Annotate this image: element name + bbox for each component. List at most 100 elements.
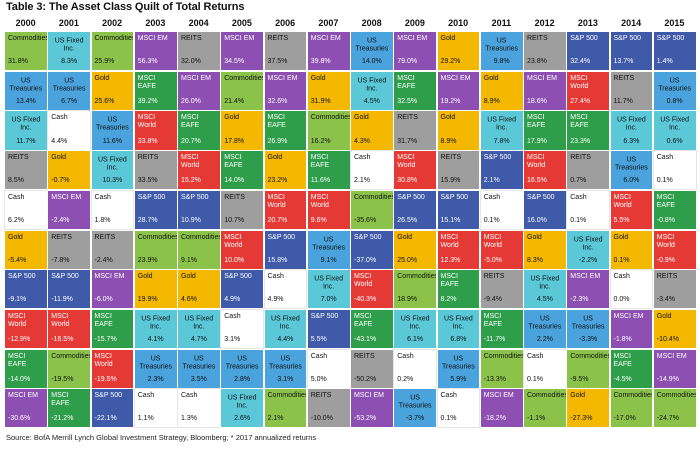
year-label: 2011 xyxy=(491,18,512,28)
quilt-cell: MSCI World 27.4% xyxy=(566,70,610,111)
return-value: 10.9% xyxy=(181,216,201,224)
return-value: 23.9% xyxy=(137,256,158,264)
return-value: 6.2% xyxy=(8,216,24,224)
quilt-cell: MSCI World 20.7% xyxy=(263,189,308,230)
asset-class-label: MSCI World xyxy=(137,114,156,130)
asset-class-label: MSCI World xyxy=(570,74,589,90)
asset-class-label: US Fixed Inc. xyxy=(573,235,603,251)
quilt-cell: S&P 500 13.7% xyxy=(609,31,654,72)
return-value: 2.1% xyxy=(483,177,500,185)
asset-class-label: US Treasuries xyxy=(225,355,259,371)
asset-class-label: US Fixed Inc. xyxy=(227,394,257,410)
return-value: 30.8% xyxy=(397,177,418,185)
quilt-cell: MSCI EAFE 14.0% xyxy=(220,150,264,191)
quilt-cell: MSCI World 33.8% xyxy=(133,110,178,151)
asset-class-label: MSCI EM xyxy=(656,352,687,360)
return-value: 9.1% xyxy=(320,256,337,264)
return-value: -19.5% xyxy=(51,375,74,383)
return-value: 39.2% xyxy=(137,97,158,105)
year-header-row: 2000 2001 2002 2003 2004 2005 2006 2007 2008 2009… xyxy=(4,16,696,30)
return-value: 6.8% xyxy=(450,336,467,344)
asset-class-quilt: 2000 2001 2002 2003 2004 2005 2006 2007 2008 2009… xyxy=(4,16,697,429)
quilt-cell: US Fixed Inc. 11.7% xyxy=(4,110,48,151)
asset-class-label: MSCI EM xyxy=(354,392,384,400)
quilt-cell: Commodities 25.9% xyxy=(90,31,135,72)
asset-class-label: MSCI World xyxy=(94,352,113,368)
return-value: 15.9% xyxy=(440,177,461,185)
quilt-cell: S&P 500 10.9% xyxy=(177,189,221,230)
asset-class-label: MSCI EAFE xyxy=(94,312,113,328)
return-value: -35.6% xyxy=(354,216,377,224)
return-value: -53.2% xyxy=(354,415,377,423)
asset-class-label: REITS xyxy=(483,273,505,281)
year-label: 2009 xyxy=(404,18,425,28)
quilt-cell: US Treasuries 5.9% xyxy=(436,348,481,389)
asset-class-label: Commodities xyxy=(224,74,264,82)
asset-class-label: S&P 500 xyxy=(354,233,382,241)
asset-class-label: Commodities xyxy=(51,352,91,360)
asset-class-label: MSCI EM xyxy=(267,74,298,82)
asset-class-label: US Fixed Inc. xyxy=(400,315,430,331)
quilt-cell: S&P 500 15.1% xyxy=(436,189,481,230)
asset-class-label: MSCI EAFE xyxy=(51,392,70,408)
return-value: 31.8% xyxy=(8,58,28,66)
return-value: -6.0% xyxy=(94,296,113,304)
quilt-cell: US Treasuries 9.8% xyxy=(479,31,524,72)
asset-class-label: MSCI EAFE xyxy=(224,154,243,170)
return-value: 13.7% xyxy=(613,58,634,66)
year-label: 2000 xyxy=(15,18,36,28)
quilt-cell: Commodities -1.1% xyxy=(523,388,567,429)
quilt-cell: Cash 1.1% xyxy=(133,388,178,429)
asset-class-label: Gold xyxy=(267,154,283,162)
return-value: 17.9% xyxy=(527,137,547,145)
return-value: 39.8% xyxy=(310,58,331,66)
return-value: 25.0% xyxy=(397,256,418,264)
year-label: 2004 xyxy=(188,18,209,28)
quilt-cell: Gold -5.4% xyxy=(4,229,48,270)
quilt-cell: MSCI EAFE -11.7% xyxy=(479,308,524,350)
return-value: -5.0% xyxy=(483,256,503,264)
asset-class-label: US Treasuries xyxy=(52,77,86,93)
quilt-cell: S&P 500 -37.0% xyxy=(350,229,394,270)
return-value: 16.2% xyxy=(310,137,331,145)
return-value: 19.2% xyxy=(440,97,461,105)
asset-class-label: US Fixed Inc. xyxy=(54,37,84,53)
return-value: -1.8% xyxy=(613,336,632,344)
return-value: -30.6% xyxy=(8,415,31,423)
return-value: 2.2% xyxy=(536,336,553,344)
quilt-cell: REITS 11.7% xyxy=(609,70,654,111)
quilt-cell: REITS -3.4% xyxy=(652,269,697,310)
asset-class-label: US Fixed Inc. xyxy=(11,116,41,132)
asset-class-label: US Fixed Inc. xyxy=(141,315,171,331)
asset-class-label: MSCI World xyxy=(224,233,243,249)
asset-class-label: Commodities xyxy=(181,233,221,241)
asset-class-label: REITS xyxy=(310,392,332,400)
return-value: 8.5% xyxy=(8,177,24,185)
quilt-cell: MSCI World 15.2% xyxy=(177,150,221,191)
quilt-cell: Cash 0.1% xyxy=(479,189,524,230)
return-value: 0.1% xyxy=(656,177,673,185)
asset-class-label: Cash xyxy=(181,392,198,400)
return-value: 2.1% xyxy=(267,415,284,423)
quilt-cell: US Fixed Inc. 6.3% xyxy=(609,110,654,151)
asset-class-label: Gold xyxy=(137,273,153,281)
asset-class-label: Cash xyxy=(440,392,457,400)
quilt-cell: MSCI EM 56.3% xyxy=(133,31,178,72)
asset-class-label: S&P 500 xyxy=(51,273,79,281)
asset-class-label: Commodities xyxy=(570,352,610,360)
return-value: 32.4% xyxy=(570,58,591,66)
asset-class-label: MSCI EM xyxy=(397,35,428,42)
return-value: 0.1% xyxy=(483,216,500,224)
return-value: -19.5% xyxy=(94,375,117,383)
return-value: 31.7% xyxy=(397,137,418,145)
year-label: 2014 xyxy=(621,18,642,28)
asset-class-label: Gold xyxy=(354,114,369,122)
return-value: 10.0% xyxy=(224,256,245,264)
quilt-cell: S&P 500 4.9% xyxy=(220,269,264,310)
year-label: 2001 xyxy=(58,18,79,28)
asset-class-label: Cash xyxy=(94,193,111,201)
quilt-cell: S&P 500 15.8% xyxy=(263,229,308,270)
asset-class-label: Gold xyxy=(483,74,499,82)
asset-class-label: S&P 500 xyxy=(570,35,598,42)
return-value: 6.1% xyxy=(407,336,424,344)
